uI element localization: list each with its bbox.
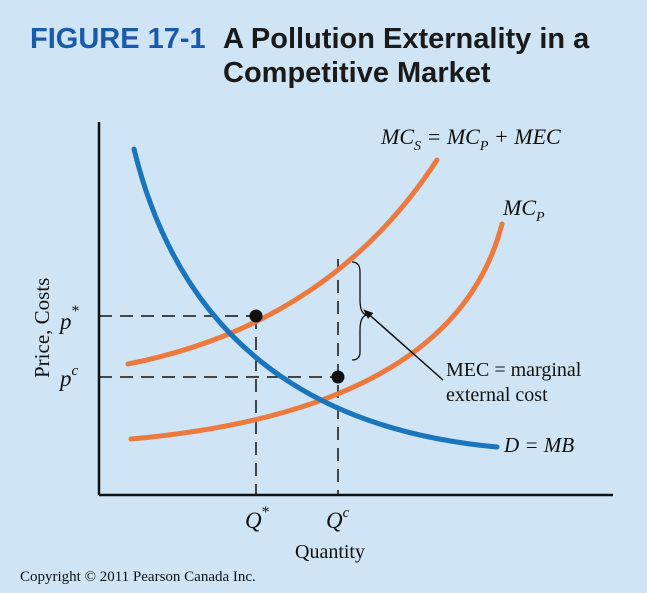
market-equilibrium-point: [331, 370, 345, 384]
y-axis-title: Price, Costs: [30, 278, 54, 378]
social-marginal-cost-curve: [125, 157, 440, 367]
mec-annotation-line2: external cost: [446, 384, 548, 406]
mec-arrow: [363, 309, 444, 381]
q-c-label: Qc: [326, 505, 350, 533]
private-cost-label: MCP: [502, 195, 545, 225]
copyright-notice: Copyright © 2011 Pearson Canada Inc.: [20, 569, 256, 585]
private-marginal-cost-curve: [128, 221, 505, 442]
mec-annotation-line1: MEC = marginal: [446, 359, 582, 381]
x-axis-title: Quantity: [295, 541, 365, 563]
social-cost-label: MCS = MCP + MEC: [380, 124, 561, 154]
figure-title: A Pollution Externality in a Competitive…: [223, 23, 590, 89]
p-star-label: p*: [58, 303, 80, 334]
social-optimum-point: [249, 309, 263, 323]
figure-number: FIGURE 17-1: [30, 23, 206, 55]
demand-label: D = MB: [503, 433, 574, 457]
demand-curve: [131, 146, 500, 450]
q-star-label: Q*: [245, 504, 270, 533]
p-c-label: pc: [58, 363, 79, 391]
